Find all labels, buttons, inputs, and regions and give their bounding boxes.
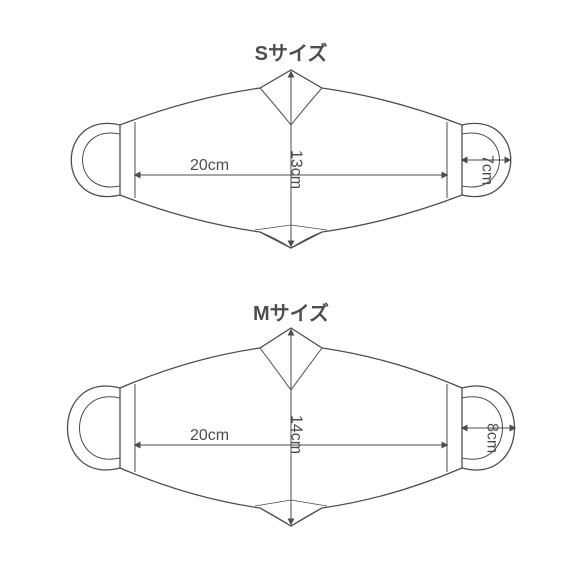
title-m: Mサイズ	[253, 301, 329, 325]
s-height-label: 13cm	[288, 150, 305, 189]
diagram-svg: Sサイズ 20cm 13cm 7cm Mサイズ	[0, 0, 583, 583]
m-height-label: 14cm	[288, 415, 305, 454]
title-s: Sサイズ	[255, 41, 328, 65]
mask-sizing-diagram: { "background_color": "#ffffff", "stroke…	[0, 0, 583, 583]
mask-s: 20cm 13cm 7cm	[71, 70, 511, 248]
s-ear-label: 7cm	[479, 155, 496, 185]
m-width-label: 20cm	[190, 427, 229, 444]
s-width-label: 20cm	[190, 157, 229, 174]
m-ear-label: 8cm	[484, 423, 501, 453]
mask-m: 20cm 14cm 8cm	[68, 328, 516, 526]
